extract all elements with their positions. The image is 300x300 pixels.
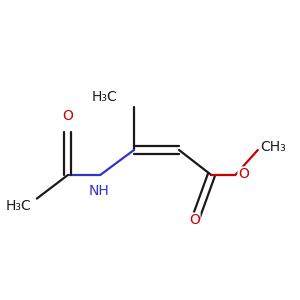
Text: H₃C: H₃C (91, 90, 117, 104)
Text: CH₃: CH₃ (261, 140, 286, 154)
Text: O: O (62, 110, 73, 124)
Text: O: O (238, 167, 249, 181)
Text: O: O (189, 213, 200, 227)
Text: NH: NH (88, 184, 109, 198)
Text: H₃C: H₃C (5, 199, 31, 213)
